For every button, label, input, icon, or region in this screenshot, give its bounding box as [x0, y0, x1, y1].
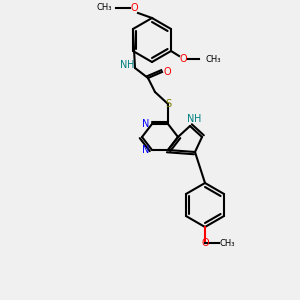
Text: O: O	[130, 3, 138, 13]
Text: O: O	[179, 54, 187, 64]
Text: H: H	[127, 60, 135, 70]
Text: H: H	[194, 114, 202, 124]
Text: O: O	[163, 67, 171, 77]
Text: N: N	[120, 60, 128, 70]
Text: CH₃: CH₃	[219, 238, 235, 247]
Text: N: N	[142, 145, 150, 155]
Text: S: S	[165, 99, 171, 109]
Text: O: O	[201, 238, 209, 248]
Text: CH₃: CH₃	[97, 4, 112, 13]
Text: N: N	[142, 119, 150, 129]
Text: N: N	[187, 114, 195, 124]
Text: CH₃: CH₃	[205, 55, 220, 64]
